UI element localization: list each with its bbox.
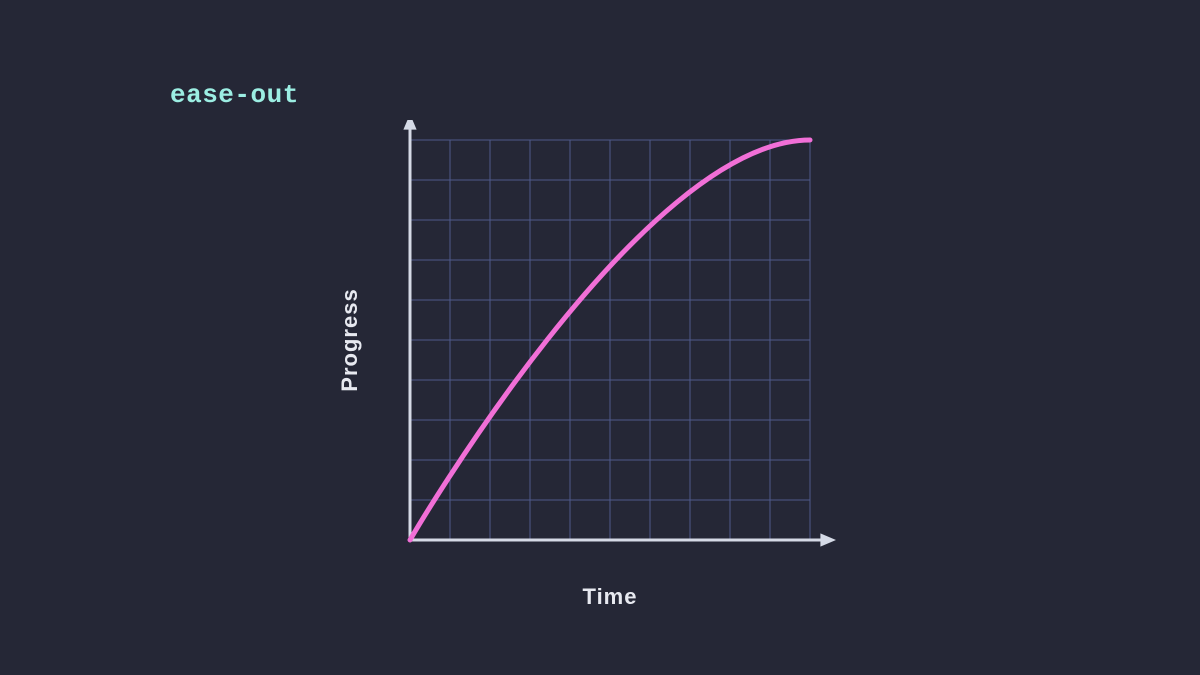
y-axis-label: Progress xyxy=(337,288,363,391)
stage: ease-out Progress Time xyxy=(0,0,1200,675)
grid xyxy=(410,140,810,540)
axes xyxy=(403,120,836,547)
x-axis-label: Time xyxy=(583,584,638,610)
easing-chart xyxy=(390,120,840,560)
chart-title: ease-out xyxy=(170,80,299,110)
